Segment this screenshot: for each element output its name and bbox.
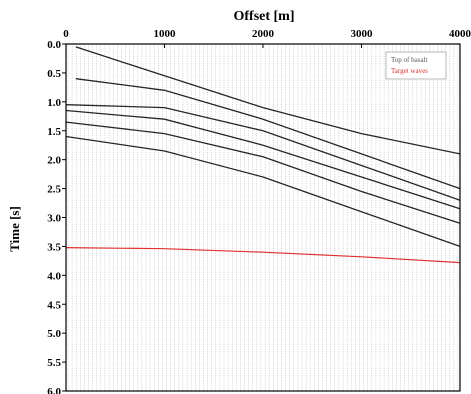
legend-label-target-waves: Target waves	[391, 67, 428, 75]
y-tick-label: 2.5	[47, 184, 61, 196]
target-wave-series	[65, 247, 461, 264]
reflection-event-4	[65, 109, 461, 210]
reflection-event-3	[65, 104, 461, 201]
reflection-events	[65, 46, 461, 248]
x-tick-label: 0	[63, 28, 69, 40]
reflection-event-1	[75, 46, 461, 155]
x-tick-label: 3000	[351, 28, 374, 40]
reflection-event-2	[75, 78, 461, 190]
y-tick-label: 0.0	[47, 39, 61, 51]
y-axis-ticks: 0.0 0.5 1.0 1.5 2.0 2.5 3.0 3.5 4.0 4.5 5.0 5.5 6.0	[47, 39, 66, 394]
x-axis-ticks: 0 1000 2000 3000 4000	[63, 28, 471, 48]
y-tick-label: 3.5	[47, 241, 61, 253]
x-tick-label: 2000	[252, 28, 275, 40]
y-tick-label: 2.0	[47, 155, 61, 167]
legend: Top of basalt Target waves	[385, 51, 447, 80]
legend-label-top-of-basalt: Top of basalt	[391, 56, 428, 64]
x-axis-title: Offset [m]	[233, 9, 294, 24]
y-tick-label: 1.0	[47, 97, 61, 109]
seismic-traces	[67, 44, 459, 391]
y-tick-label: 4.0	[47, 270, 61, 282]
y-tick-label: 5.0	[47, 328, 61, 340]
y-tick-label: 0.5	[47, 68, 61, 80]
y-tick-label: 5.5	[47, 357, 61, 369]
y-tick-label: 1.5	[47, 126, 61, 138]
reflection-event-5	[65, 121, 461, 224]
reflection-event-6	[65, 135, 461, 248]
y-tick-label: 3.0	[47, 213, 61, 225]
y-axis-title: Time [s]	[7, 206, 22, 252]
x-tick-label: 1000	[154, 28, 177, 40]
x-tick-label: 4000	[449, 28, 471, 40]
y-tick-label: 6.0	[47, 386, 61, 394]
legend-box	[385, 51, 447, 80]
y-tick-label: 4.5	[47, 299, 61, 311]
series-line-target-waves	[65, 247, 461, 264]
